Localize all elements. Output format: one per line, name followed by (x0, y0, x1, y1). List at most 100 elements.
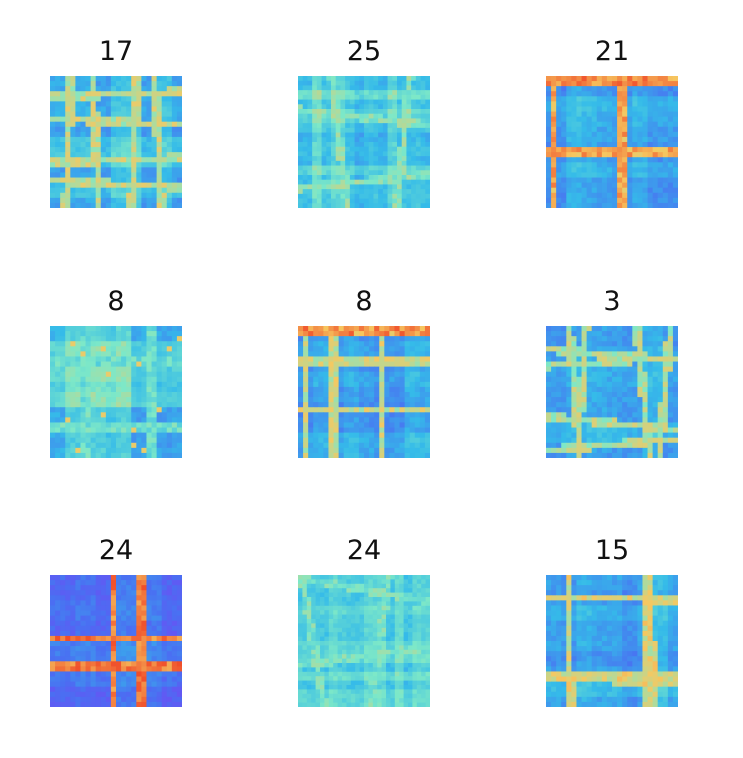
heatmap-cell (667, 341, 674, 347)
heatmap-cell (65, 346, 71, 352)
heatmap-cell (85, 366, 92, 373)
heatmap-cell (672, 121, 678, 128)
heatmap-cell (566, 452, 572, 458)
heatmap-cell (561, 167, 567, 173)
heatmap-cell (606, 427, 613, 434)
heatmap-cell (116, 356, 122, 362)
heatmap-cell (333, 386, 340, 393)
heatmap-cell (420, 198, 426, 204)
heatmap-cell (75, 351, 81, 357)
heatmap-cell (60, 152, 66, 158)
heatmap-cell (382, 189, 388, 195)
heatmap-cell (95, 407, 102, 413)
heatmap-cell (166, 167, 173, 173)
heatmap-cell (60, 437, 66, 444)
heatmap-cell (387, 90, 393, 96)
heatmap-cell (121, 676, 127, 683)
heatmap-cell (141, 701, 147, 707)
heatmap-cell (373, 109, 379, 115)
heatmap-cell (85, 331, 92, 337)
heatmap-cell (131, 76, 137, 82)
heatmap-cell (110, 422, 117, 428)
heatmap-cell (75, 76, 81, 82)
heatmap-cell (627, 172, 633, 178)
heatmap-cell (596, 86, 603, 92)
heatmap-cell (136, 121, 142, 128)
heatmap-cell (581, 397, 588, 403)
heatmap-cell (161, 142, 168, 148)
heatmap-cell (131, 101, 137, 107)
heatmap-cell (308, 361, 314, 368)
heatmap-cell (55, 361, 61, 368)
heatmap-cell (171, 437, 178, 444)
heatmap-cell (318, 447, 324, 454)
heatmap-cell (121, 585, 127, 591)
heatmap-cell (333, 346, 340, 352)
heatmap-cell (156, 346, 163, 352)
heatmap-cell (121, 641, 127, 647)
heatmap-cell (617, 126, 623, 133)
heatmap-cell (667, 202, 674, 208)
heatmap-cell (576, 407, 582, 413)
heatmap-cell (384, 376, 390, 383)
heatmap-cell (672, 437, 678, 444)
heatmap-cell (667, 366, 674, 373)
heatmap-cell (131, 131, 137, 138)
heatmap-cell (561, 81, 567, 87)
heatmap-cell (601, 157, 608, 163)
heatmap-cell (349, 94, 355, 100)
heatmap-cell (415, 94, 421, 100)
heatmap-cell (161, 392, 168, 398)
heatmap-cell (627, 116, 633, 123)
heatmap-cell (591, 202, 598, 208)
heatmap-cell (156, 371, 163, 378)
heatmap-cell (176, 162, 182, 168)
heatmap-cell (373, 80, 379, 86)
heatmap-cell (316, 104, 322, 110)
heatmap-cell (131, 600, 137, 606)
heatmap-cell (424, 326, 430, 332)
heatmap-cell (161, 417, 168, 423)
heatmap-cell (566, 427, 572, 434)
heatmap-cell (141, 620, 147, 627)
heatmap-cell (321, 94, 327, 100)
heatmap-cell (420, 151, 426, 157)
heatmap-cell (176, 331, 182, 337)
heatmap-cell (343, 381, 350, 388)
heatmap-cell (136, 625, 142, 632)
heatmap-cell (571, 192, 577, 199)
heatmap-cell (321, 193, 327, 199)
heatmap-cell (612, 96, 618, 102)
heatmap-cell (378, 184, 384, 190)
heatmap-cell (561, 417, 567, 423)
heatmap-cell (561, 437, 567, 444)
heatmap-cell (75, 126, 81, 133)
heatmap-cell (308, 386, 314, 393)
heatmap-cell (359, 588, 365, 593)
heatmap-cell (632, 147, 638, 153)
heatmap-cell (424, 336, 430, 342)
heatmap-cell (75, 81, 81, 87)
heatmap-cell (85, 442, 92, 449)
heatmap-cell (90, 407, 97, 413)
heatmap-cell (581, 116, 588, 123)
heatmap-cell (70, 427, 76, 434)
heatmap-cell (75, 610, 81, 617)
heatmap-cell (105, 641, 112, 647)
heatmap-cell (551, 187, 557, 194)
heatmap-cell (617, 437, 623, 444)
heatmap-cell (95, 381, 102, 388)
heatmap-cell (596, 106, 603, 112)
heatmap-cell (373, 175, 379, 181)
heatmap-cell (136, 187, 142, 194)
heatmap-cell (321, 203, 327, 208)
heatmap-cell (596, 417, 603, 423)
heatmap-cell (146, 136, 152, 143)
heatmap-cell (556, 192, 562, 199)
heatmap-cell (571, 442, 577, 449)
heatmap-cell (420, 85, 426, 91)
heatmap-cell (70, 187, 76, 194)
heatmap-cell (166, 412, 173, 418)
heatmap-cell (121, 182, 127, 189)
heatmap-cell (80, 136, 86, 143)
